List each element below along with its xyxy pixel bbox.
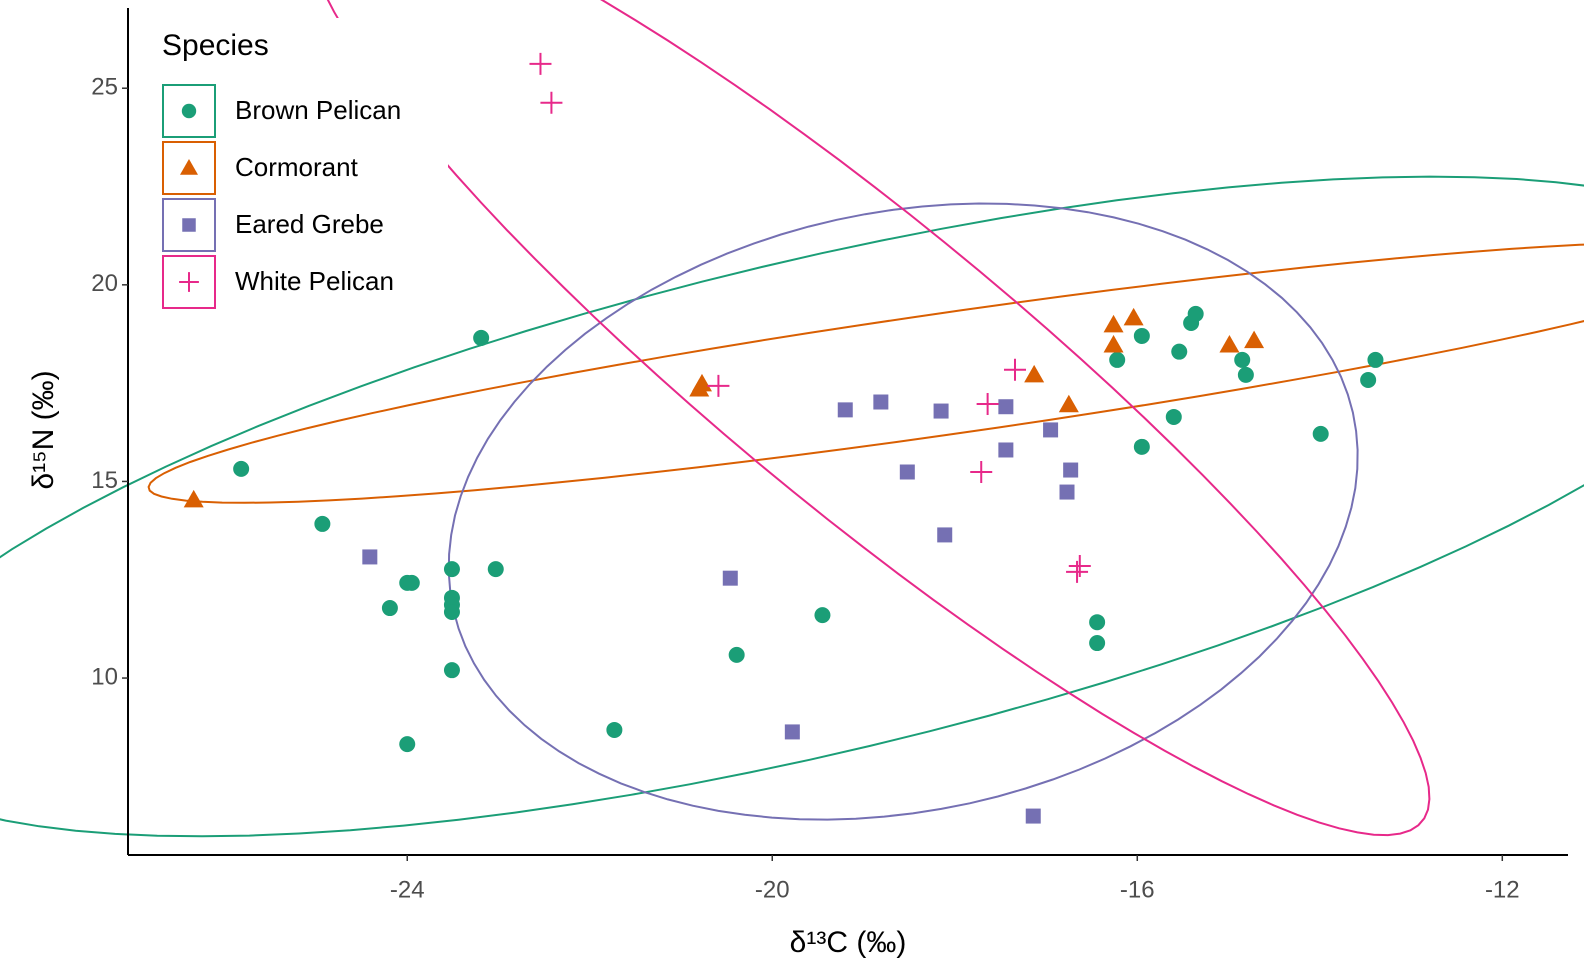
y-tick-label: 15 <box>91 467 118 494</box>
point <box>1234 351 1251 368</box>
point <box>540 91 563 114</box>
point <box>606 721 623 738</box>
legend-title: Species <box>162 29 269 62</box>
point <box>937 527 953 543</box>
point <box>1109 351 1126 368</box>
point <box>1024 364 1045 383</box>
point <box>1237 366 1254 383</box>
point <box>1367 351 1384 368</box>
point <box>443 603 460 620</box>
ellipse <box>147 243 1584 504</box>
point <box>1171 343 1188 360</box>
x-tick-label: -12 <box>1485 876 1520 903</box>
y-tick-label: 10 <box>91 663 118 690</box>
point <box>403 574 420 591</box>
point <box>998 442 1014 458</box>
ellipse <box>0 175 1584 838</box>
point <box>976 392 999 415</box>
point <box>362 549 378 565</box>
point <box>707 374 730 397</box>
legend-label: Eared Grebe <box>235 209 384 239</box>
point <box>970 461 993 484</box>
point <box>1066 560 1089 583</box>
point <box>933 403 949 419</box>
point <box>1059 484 1075 500</box>
point <box>399 736 416 753</box>
point <box>722 570 738 586</box>
ellipse <box>326 0 1431 837</box>
legend-key <box>162 198 216 252</box>
point <box>529 52 552 75</box>
point <box>183 489 204 508</box>
x-axis-title: δ¹³C (‰) <box>790 926 907 959</box>
point <box>1043 422 1059 438</box>
point <box>473 329 490 346</box>
point <box>1063 462 1079 478</box>
x-tick-label: -24 <box>390 876 425 903</box>
legend-symbol <box>180 159 198 175</box>
plot-area <box>0 0 1584 838</box>
legend-label: Brown Pelican <box>235 95 401 125</box>
legend-label: White Pelican <box>235 266 394 296</box>
point <box>1089 635 1106 652</box>
point <box>1165 408 1182 425</box>
point <box>899 464 915 480</box>
y-axis-title: δ¹⁵N (‰) <box>27 370 60 489</box>
legend-symbol <box>181 103 197 119</box>
ellipse <box>447 202 1359 821</box>
point <box>998 399 1014 415</box>
point <box>1133 327 1150 344</box>
point <box>1187 305 1204 322</box>
point <box>1103 314 1124 333</box>
point <box>381 600 398 617</box>
x-tick-label: -16 <box>1120 876 1155 903</box>
legend-symbol <box>179 272 199 292</box>
legend-label: Cormorant <box>235 152 359 182</box>
point <box>233 460 250 477</box>
point <box>814 607 831 624</box>
point <box>487 561 504 578</box>
point <box>1244 330 1265 349</box>
point <box>1025 808 1041 824</box>
legend-symbol <box>182 218 196 232</box>
point <box>873 394 889 410</box>
point <box>728 646 745 663</box>
point <box>443 662 460 679</box>
point <box>784 724 800 740</box>
point <box>314 515 331 532</box>
point <box>837 402 853 418</box>
point <box>1312 425 1329 442</box>
point <box>1360 371 1377 388</box>
point <box>1089 614 1106 631</box>
x-tick-label: -20 <box>755 876 790 903</box>
y-tick-label: 20 <box>91 270 118 297</box>
legend: Species Brown Pelican Cormorant Eared Grebe… <box>148 18 448 314</box>
point <box>691 373 712 392</box>
point <box>443 561 460 578</box>
point <box>1058 394 1079 413</box>
point <box>1123 307 1144 326</box>
y-tick-label: 25 <box>91 74 118 101</box>
point <box>1103 334 1124 353</box>
point <box>1068 554 1091 577</box>
point <box>1133 438 1150 455</box>
point <box>1219 334 1240 353</box>
point <box>1004 358 1026 381</box>
